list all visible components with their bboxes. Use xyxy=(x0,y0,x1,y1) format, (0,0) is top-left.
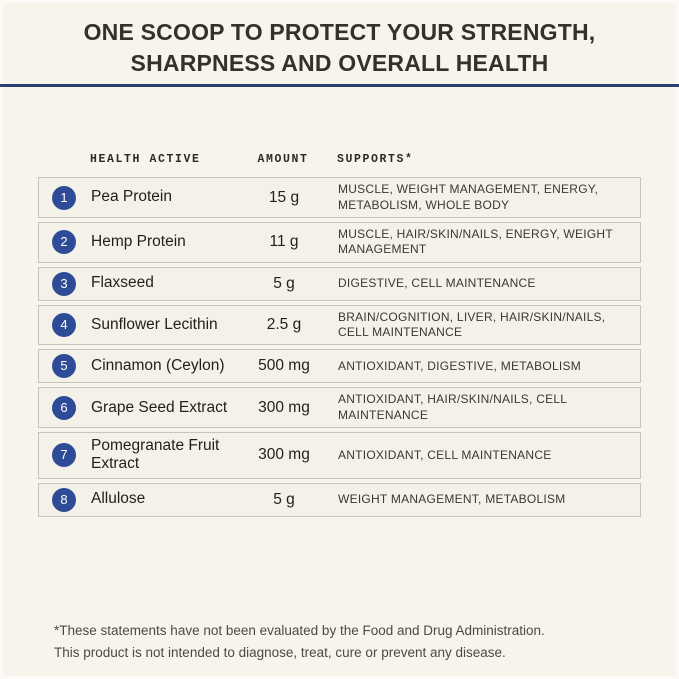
table-row: 5 Cinnamon (Ceylon) 500 mg ANTIOXIDANT, … xyxy=(38,349,641,384)
active-amount: 300 mg xyxy=(258,446,310,464)
active-amount: 5 g xyxy=(273,490,295,508)
active-amount: 15 g xyxy=(268,188,300,206)
active-amount: 5 g xyxy=(273,274,295,292)
active-amount: 11 g xyxy=(269,233,299,251)
disclaimer-line-1: *These statements have not been evaluate… xyxy=(54,623,545,638)
page-title-line-2: SHARPNESS AND OVERALL HEALTH xyxy=(130,49,549,76)
actives-table: HEALTH ACTIVE AMOUNT SUPPORTS* 1 Pea Pro… xyxy=(38,153,641,517)
disclaimer-line-2: This product is not intended to diagnose… xyxy=(54,645,506,661)
active-supports: BRAIN/COGNITION, LIVER, HAIR/SKIN/NAILS,… xyxy=(338,309,606,339)
page-title-line-1: ONE SCOOP TO PROTECT YOUR STRENGTH, xyxy=(83,19,596,45)
table-row: 7 Pomegranate Fruit Extract 300 mg ANTIO… xyxy=(38,432,641,479)
row-number-cell: 4 xyxy=(39,312,91,337)
row-number-badge: 6 xyxy=(52,395,76,420)
active-name: Pomegranate Fruit Extract xyxy=(91,437,220,473)
row-number-badge: 5 xyxy=(52,354,76,379)
row-number-badge: 4 xyxy=(52,312,76,337)
disclaimer: *These statements have not been evaluate… xyxy=(54,620,639,665)
table-row: 6 Grape Seed Extract 300 mg ANTIOXIDANT,… xyxy=(38,387,641,429)
table-row: 2 Hemp Protein 11 g MUSCLE, HAIR/SKIN/NA… xyxy=(38,221,641,263)
table-row: 1 Pea Protein 15 g MUSCLE, WEIGHT MANAGE… xyxy=(38,177,641,218)
active-amount: 2.5 g xyxy=(266,315,302,333)
active-name: Flaxseed xyxy=(91,274,154,292)
active-supports: ANTIOXIDANT, HAIR/SKIN/NAILS, CELL MAINT… xyxy=(338,392,567,422)
active-supports: MUSCLE, WEIGHT MANAGEMENT, ENERGY, METAB… xyxy=(338,182,599,212)
active-name: Cinnamon (Ceylon) xyxy=(91,357,225,375)
table-header-row: HEALTH ACTIVE AMOUNT SUPPORTS* xyxy=(38,153,641,166)
page-title: ONE SCOOP TO PROTECT YOUR STRENGTH, SHAR… xyxy=(0,0,679,78)
active-supports: MUSCLE, HAIR/SKIN/NAILS, ENERGY, WEIGHT … xyxy=(338,226,613,257)
column-header-health-active: HEALTH ACTIVE xyxy=(90,153,201,167)
active-amount: 300 mg xyxy=(258,398,310,416)
row-number-badge: 7 xyxy=(52,443,76,468)
active-name: Hemp Protein xyxy=(91,233,186,251)
active-name: Sunflower Lecithin xyxy=(91,315,218,333)
row-number-cell: 2 xyxy=(39,230,91,255)
row-number-cell: 3 xyxy=(39,271,91,296)
active-name: Grape Seed Extract xyxy=(91,398,228,416)
row-number-cell: 5 xyxy=(39,354,91,379)
table-row: 3 Flaxseed 5 g DIGESTIVE, CELL MAINTENAN… xyxy=(38,266,641,301)
active-supports: ANTIOXIDANT, DIGESTIVE, METABOLISM xyxy=(338,358,581,373)
column-header-amount: AMOUNT xyxy=(257,153,309,167)
active-supports: DIGESTIVE, CELL MAINTENANCE xyxy=(338,275,536,290)
row-number-badge: 8 xyxy=(52,487,76,512)
row-number-cell: 7 xyxy=(39,443,91,468)
column-header-supports: SUPPORTS* xyxy=(337,153,414,167)
active-name: Pea Protein xyxy=(91,188,172,206)
active-supports: WEIGHT MANAGEMENT, METABOLISM xyxy=(338,491,566,506)
row-number-badge: 1 xyxy=(52,185,76,210)
row-number-badge: 3 xyxy=(52,271,76,296)
active-amount: 500 mg xyxy=(258,357,310,375)
active-supports: ANTIOXIDANT, CELL MAINTENANCE xyxy=(338,447,552,462)
row-number-cell: 6 xyxy=(39,395,91,420)
row-number-cell: 8 xyxy=(39,487,91,512)
row-number-badge: 2 xyxy=(52,230,76,255)
active-name: Allulose xyxy=(91,490,146,508)
row-number-cell: 1 xyxy=(39,185,91,210)
divider-rule xyxy=(0,84,679,88)
table-row: 4 Sunflower Lecithin 2.5 g BRAIN/COGNITI… xyxy=(38,304,641,346)
table-row: 8 Allulose 5 g WEIGHT MANAGEMENT, METABO… xyxy=(38,482,641,517)
